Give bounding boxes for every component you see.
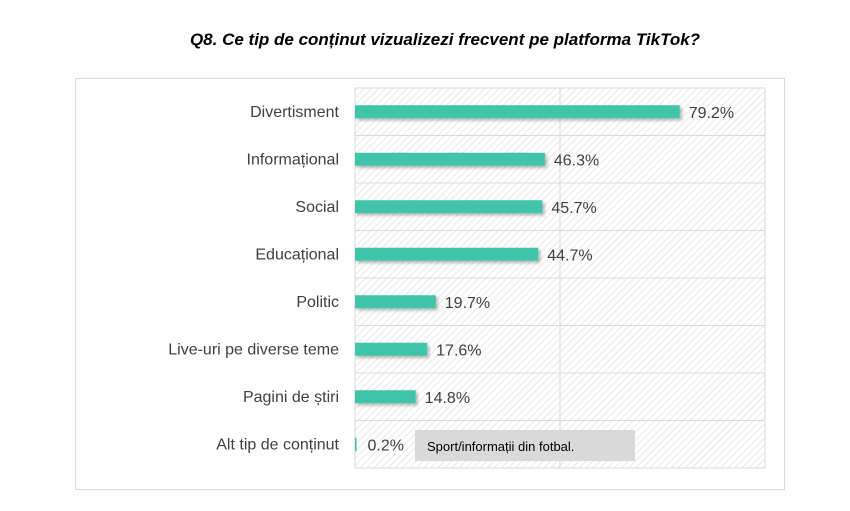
data-label: 19.7% (445, 295, 490, 312)
bar (355, 390, 416, 404)
annotation-text: Sport/informații din fotbal. (427, 439, 574, 454)
category-label: Educațional (255, 246, 339, 263)
bar (355, 437, 357, 451)
bar (355, 295, 436, 309)
category-label: Politic (296, 294, 339, 311)
category-label: Live-uri pe diverse teme (168, 341, 339, 358)
data-label: 14.8% (425, 390, 470, 407)
category-label: Divertisment (250, 104, 339, 121)
category-label: Informațional (247, 151, 340, 168)
bar (355, 247, 539, 261)
category-label: Pagini de știri (243, 389, 339, 406)
chart-title: Q8. Ce tip de conținut vizualizezi frecv… (189, 30, 701, 49)
category-label: Alt tip de conținut (216, 436, 339, 453)
category-label: Social (295, 199, 339, 216)
bar (355, 342, 428, 356)
data-label: 46.3% (554, 152, 599, 169)
bar (355, 152, 545, 166)
data-label: 45.7% (551, 200, 596, 217)
data-label: 44.7% (547, 247, 592, 264)
bar (355, 105, 680, 119)
annotation-box (415, 430, 635, 461)
data-label: 0.2% (368, 437, 404, 454)
bar (355, 200, 543, 214)
chart-frame (75, 78, 785, 490)
data-label: 17.6% (436, 342, 481, 359)
data-label: 79.2% (689, 105, 734, 122)
